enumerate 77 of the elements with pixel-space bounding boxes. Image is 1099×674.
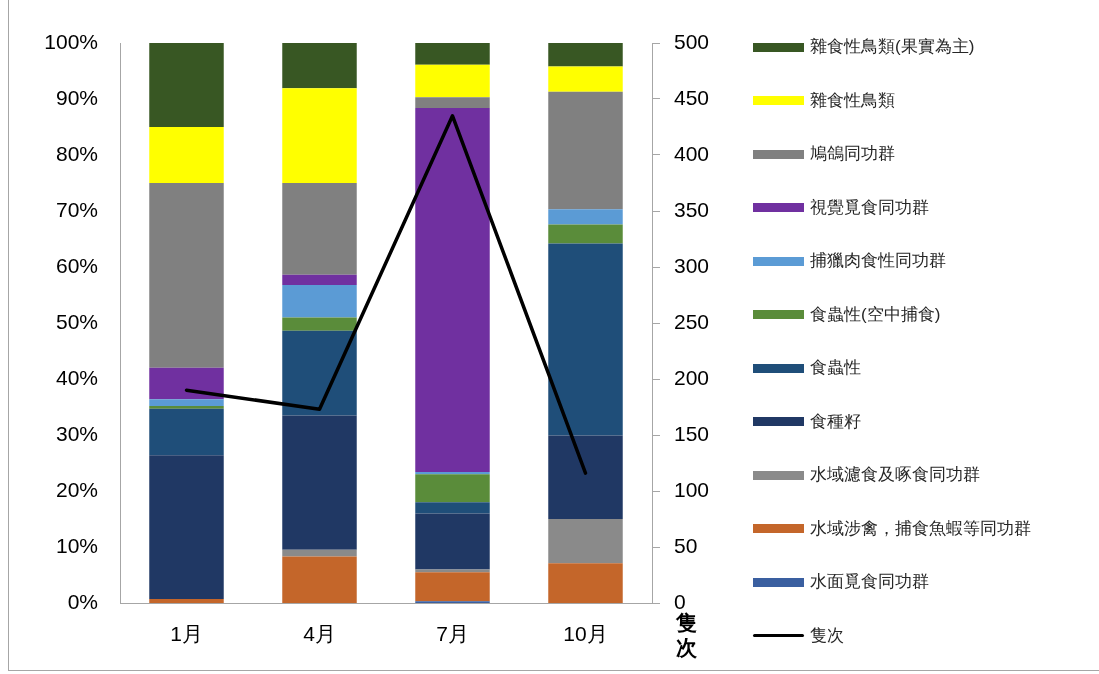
bar [282,330,357,416]
bar [282,549,357,557]
bar [282,317,357,331]
bar [282,88,357,183]
legend-label: 食種籽 [810,411,861,432]
bar [149,455,224,600]
bar [282,556,357,603]
legend-label: 食蟲性(空中捕食) [810,304,941,325]
y-tick-label: 40% [55,365,98,389]
legend-label: 水域涉禽，捕食魚蝦等同功群 [810,518,1031,539]
bar [415,474,490,503]
bar [415,513,490,570]
bar [548,91,623,210]
y-tick-label: 80% [55,141,98,165]
bar [149,405,224,409]
y2-tick-label: 50 [674,533,698,557]
legend-label: 雜食性鳥類(果實為主) [810,37,975,57]
y-tick-label: 50% [55,309,98,333]
bar [415,502,490,514]
bar [282,43,357,89]
bar [548,243,623,436]
y2-axis-title: 隻次 [674,610,698,660]
bar [149,399,224,406]
y-tick-label: 0% [67,589,98,613]
y2-tick-label: 350 [674,197,710,221]
y-tick-label: 70% [55,197,98,221]
bar [548,435,623,519]
legend-label: 水域濾食及啄食同功群 [810,465,980,485]
y2-tick-label: 300 [674,253,710,277]
bar [149,367,224,400]
bar [548,209,623,225]
bar [415,107,490,472]
bar [149,127,224,183]
legend-label: 隻次 [810,625,844,646]
legend-label: 視覺覓食同功群 [810,197,929,218]
bar [415,43,490,65]
bar [415,569,490,573]
bar [149,43,224,127]
y-tick-label: 20% [55,477,98,501]
bar [415,64,490,98]
y2-tick-label: 250 [674,309,710,333]
y2-tick-label: 150 [674,421,710,445]
x-tick-label: 4月 [303,622,336,646]
y2-tick-label: 0 [674,589,686,613]
x-tick-label: 7月 [436,622,469,646]
y-tick-label: 60% [55,253,98,277]
bar [282,415,357,550]
bar [548,66,623,92]
bar [548,519,623,564]
y2-tick-label: 450 [674,85,710,109]
y-tick-label: 10% [55,533,98,557]
x-tick-label: 10月 [563,622,608,646]
x-tick-label: 1月 [170,622,203,646]
y2-tick-label: 200 [674,365,710,389]
bar [548,43,623,67]
bar [149,408,224,456]
bar [282,284,357,318]
bar [548,224,623,244]
y-tick-label: 30% [55,421,98,445]
legend-label: 水面覓食同功群 [810,572,929,592]
bar [415,572,490,602]
y2-tick-label: 400 [674,141,710,165]
y-tick-label: 90% [55,85,98,109]
legend-label: 食蟲性 [810,358,861,378]
legend-label: 捕獵肉食性同功群 [810,251,946,271]
bar [282,274,357,285]
bar [415,97,490,108]
y2-tick-label: 500 [674,29,710,53]
bar [149,183,224,368]
y2-tick-label: 100 [674,477,710,501]
legend-label: 鳩鴿同功群 [810,144,895,164]
bar [415,471,490,475]
bar [149,599,224,603]
y-tick-label: 100% [44,29,98,53]
bar [282,183,357,275]
bar [548,563,623,603]
legend-label: 雜食性鳥類 [810,90,895,111]
